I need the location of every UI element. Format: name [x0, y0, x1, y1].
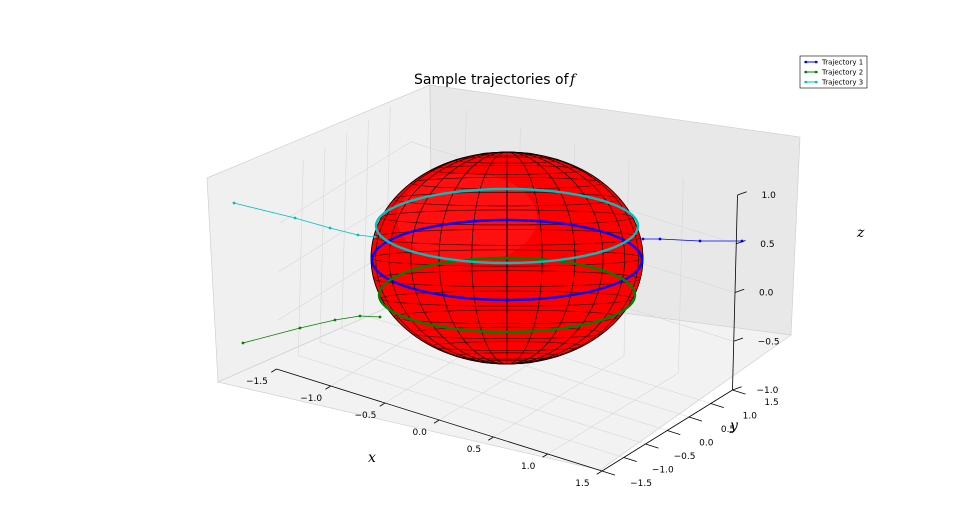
y-tick-label: 0.5 — [721, 425, 735, 435]
x-tick-label: 0.5 — [467, 445, 481, 455]
z-tick-label: 0.5 — [760, 240, 774, 250]
trajectory-point-2 — [333, 318, 337, 322]
z-tick-mark — [733, 337, 744, 342]
y-tick-label: −1.5 — [630, 479, 652, 489]
trajectory-point-1 — [641, 237, 645, 241]
y-tick-label: −1.0 — [652, 466, 674, 476]
trajectory-point-3 — [356, 233, 360, 237]
x-tick-mark — [596, 470, 603, 475]
legend-label-1: Trajectory 1 — [821, 59, 863, 67]
chart-title-text: Sample trajectories of — [414, 72, 570, 88]
trajectory-point-1 — [698, 239, 702, 243]
z-tick-label: −0.5 — [758, 337, 780, 347]
x-tick-mark — [325, 385, 331, 390]
legend-label-3: Trajectory 3 — [821, 79, 863, 87]
y-tick-mark — [623, 457, 637, 462]
y-tick-mark — [688, 416, 703, 422]
y-axis-label: y — [729, 418, 739, 434]
y-tick-label: 0.0 — [699, 439, 714, 449]
legend-marker-1 — [814, 60, 818, 64]
trajectory-point-3 — [232, 201, 236, 205]
y-tick-mark — [732, 389, 746, 395]
trajectory-point-2 — [298, 326, 302, 330]
x-tick-label: −1.0 — [300, 394, 322, 404]
z-tick-mark — [732, 386, 742, 391]
trajectories — [232, 187, 744, 345]
legend-marker-2 — [814, 70, 818, 74]
x-tick-mark — [271, 368, 277, 373]
legend-items: Trajectory 1 Trajectory 2 Trajectory 3 — [804, 59, 863, 87]
trajectory-tail-1 — [643, 238, 742, 242]
y-tick-label: 1.0 — [743, 412, 758, 422]
y-tick-label: 1.5 — [764, 398, 778, 408]
x-tick-label: 0.0 — [413, 428, 428, 438]
grid-line-y — [341, 133, 668, 431]
x-axis-label: x — [368, 450, 376, 466]
x-tick-mark — [433, 419, 440, 424]
trajectory-point-2 — [378, 315, 382, 319]
trajectory-orbit-3 — [374, 187, 640, 265]
grid-line-y — [363, 119, 690, 418]
x-tick-mark — [379, 402, 386, 407]
legend-marker-1 — [804, 60, 808, 64]
x-tick-mark — [488, 436, 494, 441]
grid-line-y — [297, 160, 624, 458]
trajectory-orbit-1 — [370, 218, 644, 302]
y-tick-mark — [667, 430, 681, 435]
legend-marker-3 — [804, 80, 808, 84]
y-tick-mark — [601, 470, 616, 476]
x-tick-mark — [542, 453, 548, 458]
z-tick-label: 1.0 — [762, 191, 777, 201]
x-tick-label: −0.5 — [354, 411, 376, 421]
z-tick-label: 0.0 — [759, 289, 774, 299]
trajectory-point-3 — [373, 235, 377, 239]
z-axis-label: z — [856, 225, 865, 241]
legend-label-2: Trajectory 2 — [821, 69, 863, 77]
tick-labels: −1.5−1.0−0.50.00.51.01.5 −1.5−1.0−0.50.00… — [246, 191, 780, 489]
chart-title-symbol: f — [569, 72, 578, 88]
y-tick-mark — [710, 403, 724, 408]
y-tick-mark — [645, 443, 659, 449]
z-tick-mark — [734, 288, 745, 293]
z-tick-mark — [736, 240, 746, 245]
grid-line-y — [319, 146, 646, 445]
chart-title: Sample trajectories of f — [414, 72, 578, 88]
z-tick-mark — [737, 191, 747, 196]
trajectory-point-2 — [241, 341, 245, 345]
trajectory-point-3 — [328, 226, 332, 230]
legend: Trajectory 1 Trajectory 2 Trajectory 3 — [799, 55, 868, 89]
z-tick-label: −1.0 — [757, 386, 779, 396]
legend-marker-2 — [804, 70, 808, 74]
legend-marker-3 — [814, 80, 818, 84]
trajectory-point-2 — [358, 314, 362, 318]
trajectory-point-3 — [293, 216, 297, 220]
x-tick-label: 1.0 — [521, 462, 536, 472]
x-tick-label: −1.5 — [246, 377, 268, 387]
trajectory-point-1 — [658, 237, 662, 241]
y-tick-label: −0.5 — [674, 452, 696, 462]
x-tick-label: 1.5 — [575, 479, 589, 489]
trajectory-orbit-2 — [377, 256, 637, 334]
ellipsoid-meridian — [375, 151, 639, 365]
